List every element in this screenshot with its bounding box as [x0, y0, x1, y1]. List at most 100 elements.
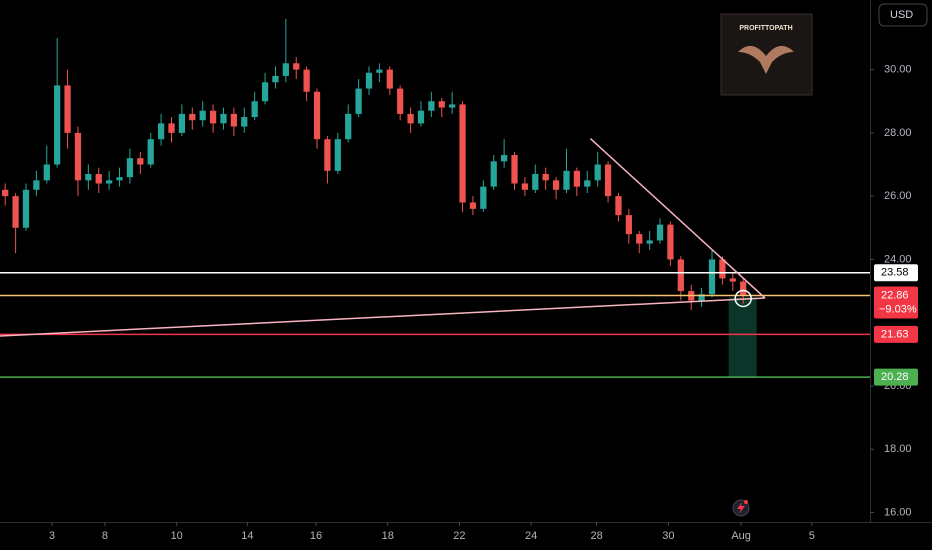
candle-body [646, 240, 653, 244]
price-level-label: 23.58 [881, 267, 909, 279]
candle-body [261, 82, 269, 102]
candle-body [729, 278, 736, 282]
y-tick-label: 28.00 [884, 127, 912, 139]
candle-body [324, 139, 331, 171]
currency-box[interactable] [878, 3, 928, 27]
candle-body [12, 196, 19, 228]
x-tick-label: 30 [662, 530, 674, 542]
candle-body [469, 202, 477, 209]
candle-body [594, 164, 601, 181]
candle-body [501, 155, 508, 162]
candle-body [376, 69, 383, 73]
candle-body [293, 63, 300, 70]
price-change-label: −9.03% [879, 303, 917, 315]
candle-body [209, 110, 217, 124]
candle-body [147, 139, 154, 165]
x-tick-label: 14 [241, 530, 253, 542]
candle-body [636, 234, 643, 244]
candle-body [542, 174, 549, 181]
candle-body [355, 88, 362, 114]
x-tick-label: 24 [525, 530, 537, 542]
candle-body [459, 104, 466, 203]
candle-body [22, 189, 30, 228]
candle-body [74, 132, 82, 181]
candle-body [313, 91, 321, 140]
candle-body [573, 170, 580, 187]
candle-body [563, 170, 570, 190]
price-level-label-box [874, 325, 918, 343]
y-tick-label: 30.00 [884, 64, 912, 76]
logo-box [720, 13, 813, 96]
y-tick-label: 24.00 [884, 253, 912, 265]
candle-body [677, 259, 684, 292]
candle-body [230, 113, 237, 127]
candle-body [584, 180, 591, 187]
price-level-label: 20.28 [881, 371, 909, 383]
candle-body [126, 158, 134, 178]
candle-body [334, 139, 341, 171]
x-tick-label: 22 [453, 530, 465, 542]
target-zone [728, 297, 757, 378]
candle-body [532, 174, 539, 190]
watermark-logo: PROFITTOPATH [720, 13, 813, 96]
candle-body [365, 72, 373, 89]
candle-body [106, 180, 113, 184]
candle-body [116, 177, 123, 181]
candle-body [178, 113, 186, 133]
candle-body [521, 183, 529, 190]
candle-body [667, 224, 674, 260]
candle-body [428, 101, 435, 111]
x-tick-label: Aug [731, 530, 751, 542]
candle-body [511, 155, 518, 184]
candle-body [168, 123, 175, 133]
news-icon[interactable] [732, 499, 750, 517]
candle-body [137, 158, 144, 165]
candle-body [386, 69, 393, 89]
x-tick-label: 5 [809, 530, 815, 542]
candle-body [708, 259, 716, 295]
candle-body [407, 113, 414, 124]
trendline [589, 138, 766, 299]
currency-label[interactable]: USD [890, 9, 913, 21]
x-tick-label: 3 [49, 530, 55, 542]
trendline [0, 297, 766, 337]
x-tick-label: 18 [382, 530, 394, 542]
candle-body [241, 117, 248, 127]
plot-area [2, 18, 757, 378]
candle-body [480, 186, 487, 209]
candle-body [719, 259, 726, 279]
price-level-label: 22.86 [881, 289, 909, 301]
logo-eagle [738, 45, 794, 74]
candle-body [54, 85, 61, 165]
candle-body [2, 189, 9, 197]
candle-body [615, 196, 622, 216]
candle-body [282, 63, 289, 76]
news-icon-bolt[interactable] [737, 502, 745, 514]
candle-body [552, 180, 560, 190]
x-tick-label: 8 [102, 530, 108, 542]
news-icon-dot[interactable] [744, 500, 748, 504]
candle-body [438, 101, 445, 108]
candle-body [189, 113, 196, 121]
candle-body [95, 174, 102, 184]
candle-body [604, 164, 612, 197]
x-tick-label: 10 [171, 530, 183, 542]
candle-body [740, 281, 747, 296]
logo-text: PROFITTOPATH [739, 25, 792, 32]
currency-button[interactable]: USD [878, 3, 928, 27]
candle-body [397, 88, 404, 114]
candle-body [251, 101, 258, 118]
x-tick-label: 28 [591, 530, 603, 542]
y-tick-label: 16.00 [884, 506, 912, 518]
last-price-highlight [734, 289, 752, 308]
price-level-label-box [874, 368, 918, 386]
candle-body [303, 69, 310, 92]
candle-body [85, 174, 92, 181]
candle-body [698, 294, 705, 301]
candle-body [199, 110, 206, 121]
candle-body [64, 85, 71, 133]
price-level-label: 21.63 [881, 328, 909, 340]
candle-body [656, 224, 664, 241]
candle-body [220, 113, 227, 124]
price-level-label-box [874, 264, 918, 282]
